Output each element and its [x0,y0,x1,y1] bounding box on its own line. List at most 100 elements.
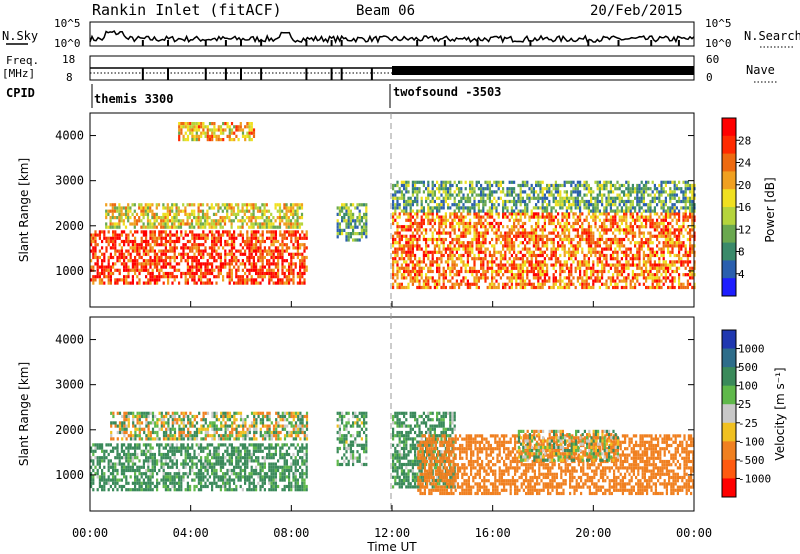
data-cell [519,215,522,219]
data-cell [438,190,441,194]
data-cell [563,282,566,286]
data-cell [186,278,189,282]
data-cell [186,246,189,250]
data-cell [414,273,417,277]
data-cell [204,131,207,135]
data-cell [510,269,513,274]
data-cell [508,234,511,238]
data-cell [246,243,249,247]
data-cell [186,134,190,138]
data-cell [438,187,441,191]
data-cell [112,271,115,276]
data-cell [484,273,487,277]
data-cell [365,225,368,229]
data-cell [103,268,106,272]
data-cell [519,234,522,238]
data-cell [136,246,139,250]
data-cell [671,231,674,235]
data-cell [250,278,253,282]
data-cell [684,212,687,216]
data-cell [532,212,535,216]
data-cell [292,203,295,207]
data-cell [473,212,476,216]
data-cell [686,225,689,229]
data-cell [140,265,143,269]
data-cell [127,275,130,279]
data-cell [605,187,608,191]
data-cell [414,183,417,188]
data-cell [149,262,152,266]
data-cell [475,247,478,251]
data-cell [629,221,632,226]
data-cell [248,131,251,135]
data-cell [261,203,264,207]
data-cell [537,266,540,270]
data-cell [438,279,441,283]
data-cell [581,276,584,280]
data-cell [235,262,238,266]
data-cell [651,221,654,226]
data-cell [266,236,269,240]
data-cell [431,269,434,274]
data-cell [281,236,284,240]
data-cell [526,180,529,184]
data-cell [442,199,445,204]
data-cell [285,243,288,247]
data-cell [208,281,211,285]
data-cell [667,193,670,197]
data-cell [590,247,593,251]
data-cell [671,193,674,197]
data-cell [222,233,225,237]
data-cell [559,263,562,267]
data-cell [482,241,485,245]
data-cell [684,187,687,191]
data-cell [502,203,505,207]
data-cell [658,282,661,286]
data-cell [400,193,403,197]
data-cell [524,199,527,204]
data-cell [535,285,538,290]
data-cell [510,241,513,245]
data-cell [576,215,579,219]
data-cell [189,271,192,276]
data-cell [177,209,180,213]
data-cell [211,281,214,285]
data-cell [612,253,615,258]
data-cell [263,265,266,269]
data-cell [568,237,571,242]
data-cell [664,263,667,267]
data-cell [248,268,251,272]
data-cell [488,285,491,290]
data-cell [473,225,476,229]
data-cell [471,257,474,261]
data-cell [217,134,220,138]
data-cell [279,255,282,260]
data-cell [433,183,436,188]
data-cell [167,239,170,244]
data-cell [237,206,240,210]
data-cell [352,225,355,229]
data-cell [658,269,661,274]
data-cell [440,206,443,210]
data-cell [290,239,293,244]
data-cell [462,206,465,210]
data-cell [153,281,156,285]
data-cell [482,199,485,204]
data-cell [294,230,297,234]
data-cell [682,263,685,267]
data-cell [114,252,117,256]
data-cell [226,122,229,126]
data-cell [568,221,571,226]
data-cell [270,243,273,247]
data-cell [587,183,590,188]
data-cell [550,247,553,251]
data-cell [438,183,441,188]
data-cell [537,282,540,286]
data-cell [142,259,145,263]
data-cell [618,263,621,267]
data-cell [239,122,242,126]
data-cell [226,275,229,279]
data-cell [425,253,428,258]
data-cell [510,266,513,270]
data-cell [451,282,454,286]
